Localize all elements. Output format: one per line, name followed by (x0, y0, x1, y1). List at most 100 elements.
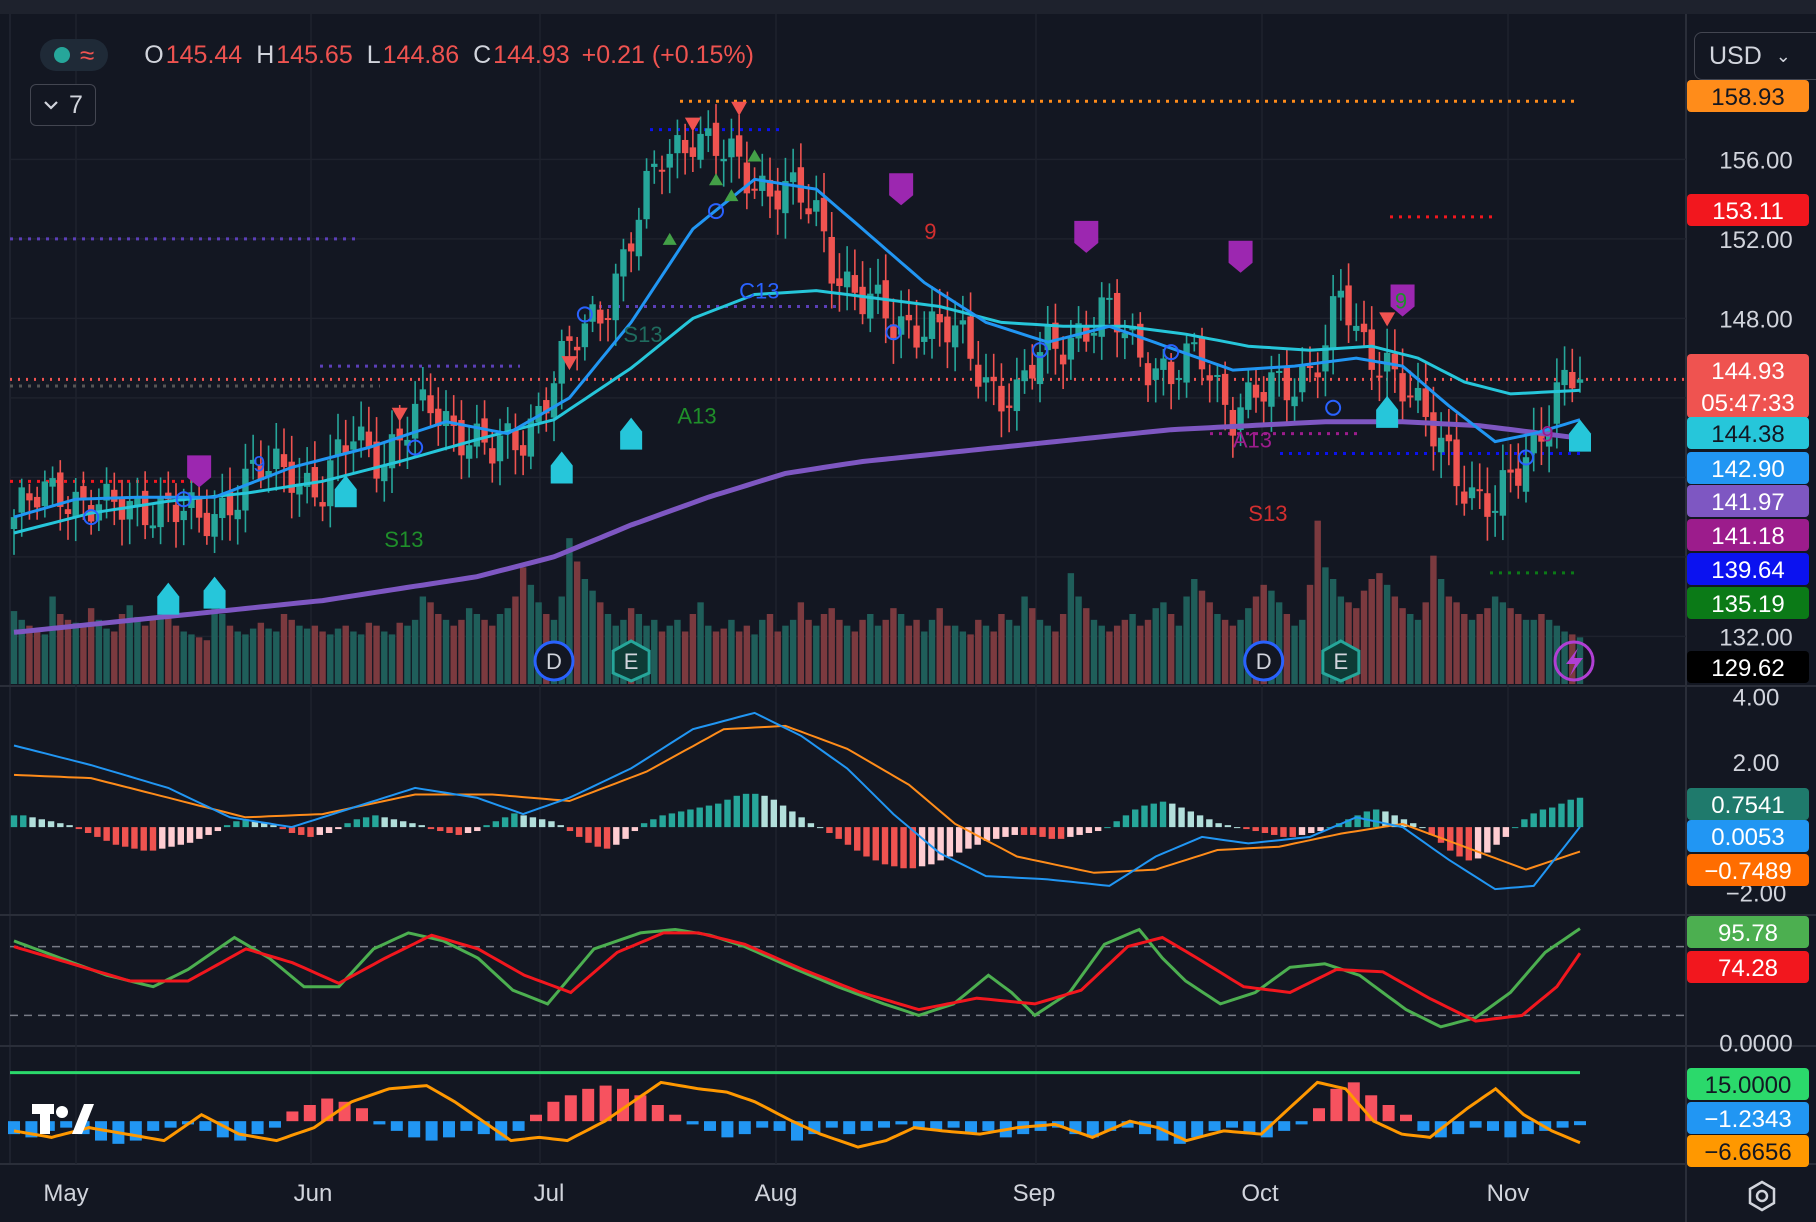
macd-hist-bar (835, 827, 842, 839)
volume-bar (1245, 608, 1252, 684)
volume-bar (465, 608, 473, 684)
volume-bar (1106, 631, 1113, 684)
price-tick-label: 132.00 (1719, 624, 1792, 651)
macd-badge-bg (1687, 788, 1809, 820)
volume-bar (1260, 584, 1267, 684)
macd-hist-bar (455, 827, 462, 835)
macd-hist-bar (594, 827, 601, 847)
candle-body (427, 395, 434, 414)
macd-hist-bar (863, 827, 870, 857)
candle-body (450, 415, 457, 426)
indicator-toggle[interactable]: ≈ (40, 39, 109, 71)
candle-body (1445, 434, 1453, 442)
candle-body (26, 493, 33, 501)
collapse-indicators-button[interactable]: 7 (30, 84, 96, 126)
candle-body (1476, 489, 1483, 492)
candle-body (1437, 437, 1445, 453)
time-axis: May Jun Jul Aug Sep Oct Nov (43, 1180, 1529, 1207)
osc-hist-bar (1121, 1121, 1134, 1128)
volume-bar (265, 628, 272, 684)
macd-hist-bar (214, 827, 222, 832)
candle-body (1021, 370, 1028, 382)
volume-bar (435, 614, 442, 684)
volume-bar (998, 614, 1005, 684)
candle-body (813, 200, 820, 212)
macd-hist-bar (1465, 827, 1473, 861)
macd-hist-bar (112, 827, 120, 845)
macd-hist-bar (1530, 813, 1537, 828)
countdown-label: 05:47:33 (1701, 390, 1794, 417)
candle-body (990, 376, 997, 382)
price-badge-bg (1687, 587, 1809, 619)
macd-hist-bar (715, 803, 722, 828)
candle-body (1345, 285, 1352, 326)
signal-annotation: 9 (924, 219, 936, 244)
candle-body (805, 208, 812, 215)
volume-bar (720, 628, 727, 684)
volume-bar (1476, 614, 1483, 684)
price-badge-bg (1687, 80, 1809, 112)
cross-marker (885, 324, 902, 341)
sell-flag (889, 173, 914, 206)
volume-bar (118, 614, 126, 684)
macd-badge: 0.0053 (1711, 824, 1784, 851)
volume-bar (1121, 619, 1129, 684)
buy-arrow (1569, 419, 1591, 452)
macd-hist-bar (1521, 819, 1528, 828)
volume-bar (1306, 584, 1314, 684)
volume-bar (41, 634, 49, 684)
volume-bar (1445, 596, 1453, 684)
volume-bar (566, 538, 573, 684)
osc-hist-bar (1469, 1121, 1482, 1128)
volume-bar (944, 625, 951, 684)
down-triangle (1379, 312, 1396, 327)
volume-bar (1376, 573, 1383, 684)
macd-hist-bar (585, 827, 592, 843)
candle-body (1337, 290, 1345, 298)
volume-bar (1291, 625, 1298, 684)
currency-selector[interactable]: USD ⌄ (1694, 32, 1816, 80)
candle-body (249, 459, 257, 464)
osc-hist-bar (738, 1121, 751, 1135)
volume-bar (141, 625, 149, 684)
osc-hist-bar (1574, 1121, 1586, 1126)
candle-body (465, 445, 473, 459)
osc-badge: −6.6656 (1704, 1139, 1791, 1166)
time-axis-label: Sep (1013, 1180, 1056, 1207)
volume-bar (427, 602, 434, 684)
candle-body (1368, 329, 1375, 370)
low-key: L (366, 40, 381, 69)
macd-hist-bar (1132, 809, 1139, 828)
candle-body (257, 465, 265, 481)
volume-bar (103, 628, 110, 684)
macd-hist-bar (1224, 825, 1232, 828)
signal-annotation: A13 (677, 404, 716, 429)
candle-body (1152, 368, 1159, 380)
candle-body (1268, 372, 1275, 407)
candle-body (10, 517, 18, 530)
stoch-badge: 95.78 (1718, 920, 1778, 947)
candle-body (550, 383, 558, 418)
ema-short-line (13, 177, 1581, 519)
candle-body (1067, 337, 1075, 360)
osc-hist-bar (164, 1121, 177, 1128)
candle-body (1036, 352, 1044, 385)
macd-hist-bar (1558, 803, 1565, 828)
macd-hist-bar (10, 815, 18, 828)
close-key: C (473, 40, 492, 69)
time-axis-label: Nov (1487, 1180, 1530, 1207)
price-badge-bg (1687, 553, 1809, 585)
candle-body (998, 385, 1005, 412)
volume-bar (1059, 614, 1067, 684)
volume-bar (342, 625, 349, 684)
volume-bar (820, 614, 828, 684)
candle-body (1245, 382, 1252, 410)
volume-bar (1399, 608, 1406, 684)
candle-body (766, 179, 774, 197)
macd-hist-bar (1382, 811, 1389, 828)
macd-hist-bar (1539, 809, 1547, 828)
macd-hist-bar (1428, 827, 1435, 835)
gear-icon[interactable] (1742, 1176, 1782, 1216)
osc-hist-bar (443, 1121, 455, 1138)
